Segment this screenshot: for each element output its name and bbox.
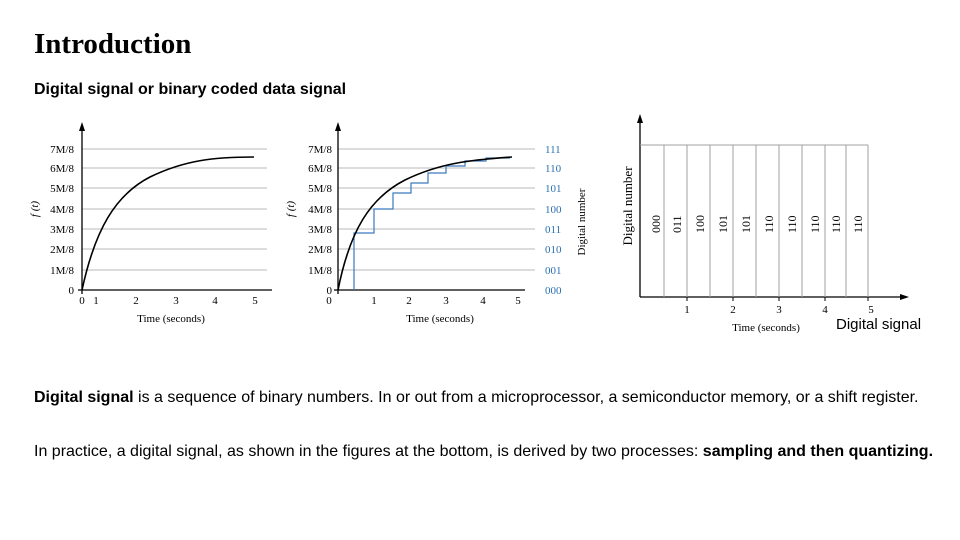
chart2-ytick: 3M/8 [308,224,332,236]
chart1-ytick: 2M/8 [50,244,74,256]
chart3-code: 110 [762,215,776,233]
chart3-xtick: 5 [868,304,874,316]
chart3-code: 110 [829,215,843,233]
chart1-xtick: 4 [212,295,218,307]
chart2-ytick: 6M/8 [308,163,332,175]
chart2-code-tick: 110 [545,163,562,175]
chart2-code-tick: 100 [545,204,562,216]
chart2-ytick: 4M/8 [308,204,332,216]
chart3-code: 110 [785,215,799,233]
chart1-ytick: 6M/8 [50,163,74,175]
chart3-xlabel: Time (seconds) [732,322,800,334]
chart1-xtick: 2 [133,295,139,307]
chart2-curve [337,156,513,291]
chart1-ytick: 1M/8 [50,265,74,277]
chart1-curve [81,156,255,291]
chart1-xtick: 3 [173,295,179,307]
chart3-y-arrow [637,114,643,123]
paragraph-definition-text: is a sequence of binary numbers. In or o… [133,389,919,406]
chart3-x-arrow [900,294,909,300]
slide-subtitle: Digital signal or binary coded data sign… [34,81,347,98]
chart2-xtick: 4 [480,295,486,307]
chart3-code: 110 [851,215,865,233]
analog-signal-chart: 7M/8 6M/8 5M/8 4M/8 3M/8 2M/8 1M/8 0 0 1… [29,122,272,325]
chart2-y-arrow [335,122,341,131]
chart2-xlabel: Time (seconds) [406,313,474,325]
chart1-ytick: 3M/8 [50,224,74,236]
chart2-gridlines [338,148,535,271]
paragraph-practice-bold: sampling and then quantizing. [702,443,934,460]
chart3-xtick: 3 [776,304,782,316]
chart2-xtick: 5 [515,295,521,307]
paragraph-definition: Digital signal is a sequence of binary n… [34,388,934,408]
chart3-xtick: 4 [822,304,828,316]
chart2-ytick: 7M/8 [308,144,332,156]
chart3-code: 101 [716,215,730,233]
chart2-xtick: 0 [326,295,332,307]
chart2-xtick: 2 [406,295,412,307]
chart3-code: 011 [670,215,684,233]
chart2-y2label: Digital number [576,188,588,255]
chart2-code-tick: 000 [545,285,562,297]
chart3-code: 000 [649,215,663,233]
paragraph-practice: In practice, a digital signal, as shown … [34,442,934,462]
chart1-gridlines [82,148,267,271]
chart1-xtick: 1 [93,295,99,307]
digital-signal-caption: Digital signal [836,316,922,333]
quantized-signal-chart: 7M/8 6M/8 5M/8 4M/8 3M/8 2M/8 1M/8 0 111… [285,122,588,325]
chart2-code-tick: 011 [545,224,561,236]
chart3-columns [640,144,869,297]
paragraph-definition-bold: Digital signal [34,389,134,406]
chart2-xtick: 1 [371,295,377,307]
chart3-code: 101 [739,215,753,233]
chart1-xtick: 0 [79,295,85,307]
chart1-ytick: 0 [69,285,75,297]
chart2-ytick: 5M/8 [308,183,332,195]
chart1-ytick: 4M/8 [50,204,74,216]
chart2-xtick: 3 [443,295,449,307]
chart1-ytick: 7M/8 [50,144,74,156]
chart3-ylabel: Digital number [620,166,635,246]
chart3-xtick: 2 [730,304,736,316]
chart1-xtick: 5 [252,295,258,307]
chart2-ytick: 2M/8 [308,244,332,256]
chart2-ytick: 1M/8 [308,265,332,277]
chart2-ytick: 0 [327,285,333,297]
digital-number-chart: 000 011 100 101 101 110 110 110 110 110 … [620,114,909,334]
chart2-code-tick: 001 [545,265,562,277]
chart2-code-tick: 010 [545,244,562,256]
chart1-xlabel: Time (seconds) [137,313,205,325]
chart1-ytick: 5M/8 [50,183,74,195]
chart1-y-arrow [79,122,85,131]
slide-title: Introduction [34,28,192,60]
chart2-code-tick: 111 [545,144,561,156]
chart3-code: 110 [808,215,822,233]
chart2-ylabel: f (t) [285,201,297,218]
paragraph-practice-text: In practice, a digital signal, as shown … [34,443,703,460]
chart2-code-tick: 101 [545,183,562,195]
chart3-code: 100 [693,215,707,233]
chart1-ylabel: f (t) [29,201,41,218]
chart3-xtick: 1 [684,304,690,316]
